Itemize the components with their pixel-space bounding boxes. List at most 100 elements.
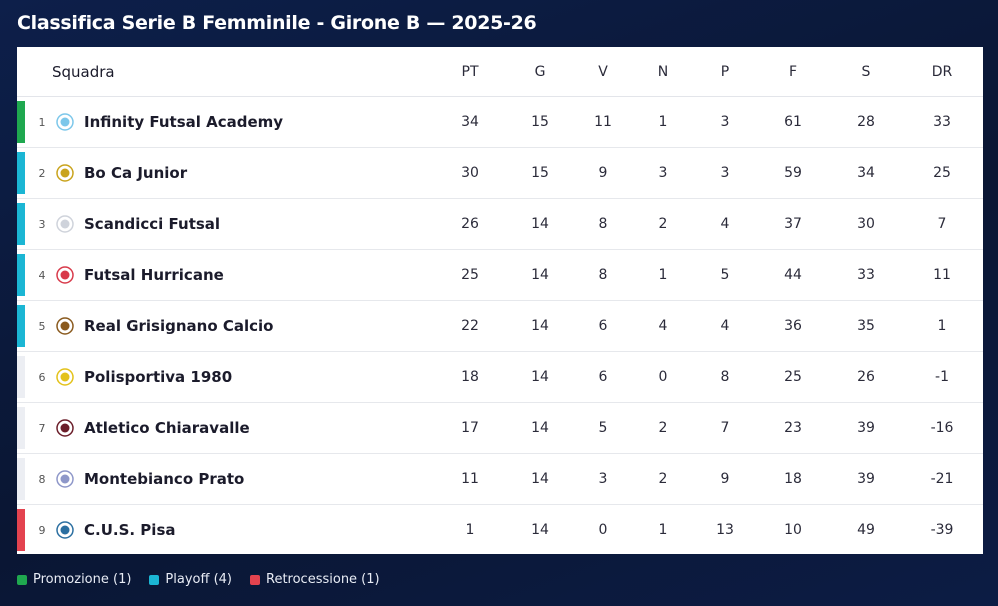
legend-label: Promozione (1) [33, 572, 132, 587]
stat-dr: 33 [933, 114, 951, 130]
table-row[interactable]: 3 Scandicci Futsal 26 14 8 2 4 37 30 7 [17, 199, 983, 250]
stat-p: 4 [720, 216, 730, 232]
stat-n: 1 [658, 522, 668, 538]
stat-pt: 18 [461, 369, 479, 385]
table-row[interactable]: 2 Bo Ca Junior 30 15 9 3 3 59 34 25 [17, 148, 983, 199]
stat-pt: 25 [461, 267, 479, 283]
header-pt: PT [461, 63, 479, 80]
team-name[interactable]: Infinity Futsal Academy [84, 113, 284, 131]
stat-p: 4 [720, 318, 730, 334]
stat-g: 15 [531, 165, 549, 181]
stat-dr: 11 [933, 267, 951, 283]
page-title: Classifica Serie B Femminile - Girone B … [17, 12, 537, 34]
header-n: N [657, 63, 669, 80]
stat-s: 35 [857, 318, 875, 334]
stat-g: 14 [531, 522, 549, 538]
stat-n: 0 [658, 369, 668, 385]
stat-f: 10 [784, 522, 802, 538]
table-body: 1 Infinity Futsal Academy 34 15 11 1 3 61 28 33 2 B… [17, 97, 983, 555]
table-row[interactable]: 8 Montebianco Prato 11 14 3 2 9 18 39 -21 [17, 454, 983, 505]
stat-v: 6 [598, 369, 608, 385]
stat-f: 44 [784, 267, 802, 283]
infinity-logo-icon [55, 112, 75, 132]
zone-indicator [17, 101, 25, 143]
legend-label: Retrocessione (1) [266, 572, 380, 587]
stat-dr: 1 [937, 318, 947, 334]
stat-pt: 30 [461, 165, 479, 181]
stat-s: 39 [857, 420, 875, 436]
zone-indicator [17, 458, 25, 500]
header-f: F [788, 63, 798, 80]
header-dr: DR [931, 63, 953, 80]
legend-swatch [149, 574, 160, 585]
stat-n: 3 [658, 165, 668, 181]
stat-g: 14 [531, 420, 549, 436]
stat-p: 8 [720, 369, 730, 385]
stat-v: 11 [594, 114, 612, 130]
stat-v: 8 [598, 267, 608, 283]
stat-n: 1 [658, 267, 668, 283]
stat-n: 2 [658, 420, 668, 436]
team-name[interactable]: Real Grisignano Calcio [84, 317, 274, 335]
header-v: V [598, 63, 608, 80]
zone-indicator [17, 407, 25, 449]
team-name[interactable]: Atletico Chiaravalle [84, 419, 250, 437]
stat-n: 2 [658, 471, 668, 487]
shield-logo-icon [55, 163, 75, 183]
stat-s: 28 [857, 114, 875, 130]
stat-pt: 34 [461, 114, 479, 130]
position: 5 [38, 319, 46, 333]
stat-v: 5 [598, 420, 608, 436]
stat-s: 30 [857, 216, 875, 232]
legend: Promozione (1) Playoff (4) Retrocessione (… [17, 572, 380, 587]
stat-dr: 7 [937, 216, 947, 232]
shield-logo-icon [55, 469, 75, 489]
table-row[interactable]: 4 Futsal Hurricane 25 14 8 1 5 44 33 11 [17, 250, 983, 301]
stat-f: 25 [784, 369, 802, 385]
legend-label: Playoff (4) [165, 572, 232, 587]
round-logo-icon [55, 265, 75, 285]
stat-f: 23 [784, 420, 802, 436]
stat-v: 0 [598, 522, 608, 538]
stat-n: 2 [658, 216, 668, 232]
header-p: P [720, 63, 730, 80]
zone-indicator [17, 152, 25, 194]
round-logo-icon [55, 520, 75, 540]
stat-p: 3 [720, 114, 730, 130]
table-row[interactable]: 6 Polisportiva 1980 18 14 6 0 8 25 26 -1 [17, 352, 983, 403]
stat-s: 39 [857, 471, 875, 487]
stat-v: 8 [598, 216, 608, 232]
header-s: S [861, 63, 871, 80]
table-row[interactable]: 1 Infinity Futsal Academy 34 15 11 1 3 61 28 33 [17, 97, 983, 148]
legend-item-playoff: Playoff (4) [149, 572, 232, 587]
stat-dr: 25 [933, 165, 951, 181]
stat-pt: 17 [461, 420, 479, 436]
zone-indicator [17, 203, 25, 245]
team-name[interactable]: Futsal Hurricane [84, 266, 224, 284]
zone-indicator [17, 509, 25, 551]
zone-indicator [17, 305, 25, 347]
legend-item-relegation: Retrocessione (1) [250, 572, 380, 587]
team-name[interactable]: Polisportiva 1980 [84, 368, 233, 386]
team-name[interactable]: C.U.S. Pisa [84, 521, 176, 539]
round-logo-icon [55, 367, 75, 387]
position: 7 [38, 421, 46, 435]
table-row[interactable]: 5 Real Grisignano Calcio 22 14 6 4 4 36 35 1 [17, 301, 983, 352]
stat-dr: -16 [930, 420, 954, 436]
table-row[interactable]: 7 Atletico Chiaravalle 17 14 5 2 7 23 39 -16 [17, 403, 983, 454]
table-row[interactable]: 9 C.U.S. Pisa 1 14 0 1 13 10 49 -39 [17, 505, 983, 555]
team-name[interactable]: Montebianco Prato [84, 470, 245, 488]
team-name[interactable]: Bo Ca Junior [84, 164, 188, 182]
team-name[interactable]: Scandicci Futsal [84, 215, 221, 233]
legend-item-promotion: Promozione (1) [17, 572, 131, 587]
stat-p: 9 [720, 471, 730, 487]
stat-dr: -21 [930, 471, 954, 487]
stat-s: 26 [857, 369, 875, 385]
stat-pt: 1 [465, 522, 475, 538]
position: 8 [38, 472, 46, 486]
stat-v: 6 [598, 318, 608, 334]
shield-logo-icon [55, 214, 75, 234]
stat-n: 4 [658, 318, 668, 334]
position: 6 [38, 370, 46, 384]
stat-v: 3 [598, 471, 608, 487]
